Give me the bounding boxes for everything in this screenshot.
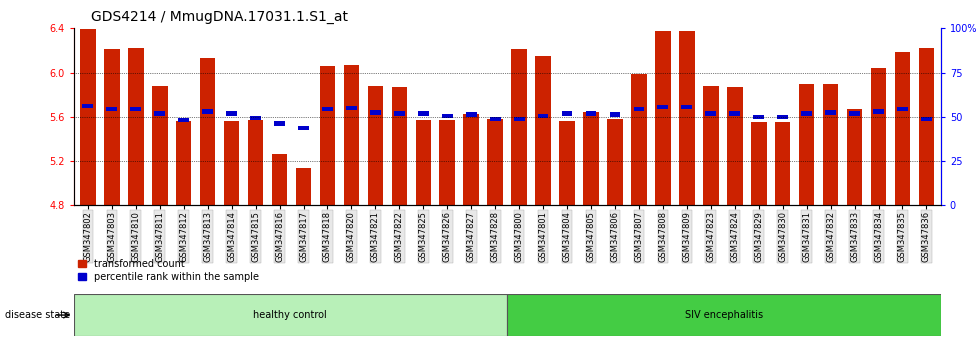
Bar — [392, 87, 407, 205]
Bar — [128, 48, 144, 205]
Bar — [870, 68, 886, 205]
Bar — [104, 49, 120, 205]
Text: disease state: disease state — [5, 310, 70, 320]
Bar — [895, 52, 910, 205]
Bar — [777, 115, 788, 119]
Bar — [847, 109, 862, 205]
Bar — [346, 106, 357, 110]
Text: GDS4214 / MmugDNA.17031.1.S1_at: GDS4214 / MmugDNA.17031.1.S1_at — [91, 10, 348, 24]
Bar — [751, 122, 766, 205]
Bar — [298, 126, 309, 130]
Bar — [152, 86, 168, 205]
Bar — [681, 105, 692, 109]
Bar — [464, 114, 479, 205]
Bar — [466, 112, 476, 117]
Bar — [202, 109, 213, 114]
Bar — [825, 110, 836, 115]
Bar — [322, 107, 333, 111]
Bar — [873, 109, 884, 114]
Bar — [586, 111, 597, 116]
Bar — [487, 119, 503, 205]
Bar — [370, 110, 381, 115]
Bar — [368, 86, 383, 205]
Bar — [535, 56, 551, 205]
Bar — [274, 121, 285, 126]
Bar — [250, 116, 261, 120]
Bar — [417, 111, 428, 116]
Bar — [271, 154, 287, 205]
Bar — [155, 111, 166, 116]
Bar — [921, 117, 932, 121]
Bar — [416, 120, 431, 205]
Bar — [849, 111, 859, 116]
Bar — [442, 114, 453, 118]
Bar — [802, 111, 812, 116]
Bar — [223, 121, 239, 205]
Bar — [658, 105, 668, 109]
Bar — [823, 84, 838, 205]
Text: SIV encephalitis: SIV encephalitis — [685, 310, 763, 320]
Bar — [918, 48, 934, 205]
Bar — [439, 120, 455, 205]
Bar — [80, 29, 96, 205]
Bar — [178, 118, 189, 122]
Text: healthy control: healthy control — [254, 310, 327, 320]
Bar — [560, 121, 575, 205]
Bar — [562, 111, 572, 116]
Bar — [703, 86, 718, 205]
Bar — [583, 112, 599, 205]
Bar — [633, 107, 644, 111]
Bar — [655, 30, 670, 205]
Bar — [176, 121, 191, 205]
Bar — [82, 103, 93, 108]
Bar — [200, 58, 216, 205]
Bar — [394, 111, 405, 116]
Bar — [508, 294, 941, 336]
Bar — [514, 117, 524, 121]
Bar — [107, 107, 118, 111]
Bar — [706, 111, 716, 116]
Bar — [296, 168, 312, 205]
Bar — [344, 65, 360, 205]
Bar — [610, 112, 620, 117]
Bar — [754, 115, 764, 119]
Bar — [897, 107, 907, 111]
Bar — [490, 117, 501, 121]
Bar — [226, 111, 237, 116]
Bar — [679, 30, 695, 205]
Bar — [729, 111, 740, 116]
Bar — [631, 74, 647, 205]
Bar — [512, 49, 527, 205]
Bar — [608, 119, 622, 205]
Legend: transformed count, percentile rank within the sample: transformed count, percentile rank withi… — [78, 259, 259, 282]
Bar — [727, 87, 743, 205]
Bar — [74, 294, 508, 336]
Bar — [775, 122, 791, 205]
Bar — [319, 66, 335, 205]
Bar — [799, 84, 814, 205]
Bar — [248, 120, 264, 205]
Bar — [130, 107, 141, 111]
Bar — [538, 114, 549, 118]
